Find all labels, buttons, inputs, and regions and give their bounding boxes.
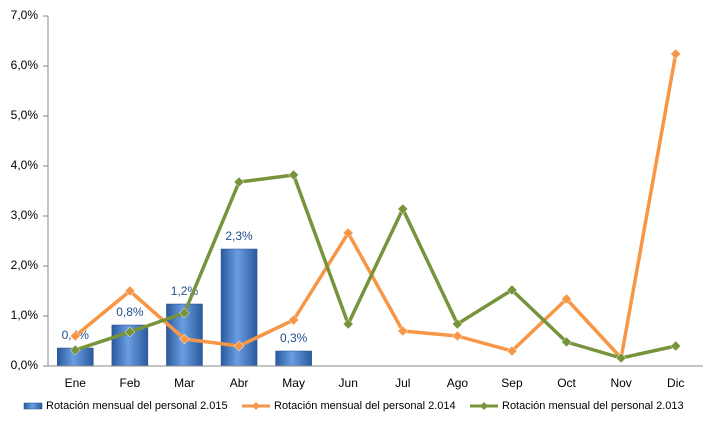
x-tick-label: Oct (557, 376, 576, 390)
marker (233, 176, 245, 188)
legend-label: Rotación mensual del personal 2.013 (502, 400, 684, 412)
legend-label: Rotación mensual del personal 2.014 (274, 400, 456, 412)
marker (670, 48, 682, 60)
marker (452, 318, 463, 330)
x-tick-label: Jul (395, 376, 410, 390)
line (74, 53, 678, 360)
marker (561, 293, 572, 305)
marker (670, 340, 682, 352)
x-tick-label: Ene (65, 376, 87, 390)
marker (69, 344, 81, 356)
marker (288, 169, 299, 181)
y-tick-label: 0,0% (11, 358, 39, 372)
x-tick-label: Mar (174, 376, 195, 390)
marker (288, 314, 299, 326)
x-tick-label: Jun (339, 376, 358, 390)
x-tick-label: Dic (667, 376, 684, 390)
x-tick-label: Abr (230, 376, 249, 390)
data-label: 2,3% (225, 229, 253, 243)
marker (452, 330, 463, 342)
data-label: 0,8% (116, 305, 144, 319)
y-tick-label: 3,0% (11, 208, 39, 222)
y-tick-label: 1,0% (11, 308, 39, 322)
marker (342, 227, 354, 239)
marker (506, 284, 518, 296)
marker (124, 326, 136, 338)
marker (69, 330, 81, 342)
marker (397, 203, 409, 215)
x-tick-label: Nov (610, 376, 631, 390)
x-tick-label: May (282, 376, 305, 390)
legend-swatch (23, 402, 43, 410)
bar (275, 350, 312, 367)
marker (561, 336, 572, 348)
marker (342, 318, 354, 330)
line (74, 173, 677, 360)
legend-label: Rotación mensual del personal 2.015 (46, 400, 228, 412)
marker (615, 352, 627, 364)
marker (124, 285, 136, 297)
y-tick-label: 2,0% (11, 258, 39, 272)
x-tick-label: Sep (501, 376, 523, 390)
x-tick-label: Ago (447, 376, 469, 390)
marker (179, 333, 190, 345)
y-tick-label: 5,0% (11, 108, 39, 122)
marker (397, 325, 409, 337)
marker (233, 340, 245, 352)
marker (506, 345, 518, 357)
y-tick-label: 7,0% (11, 8, 39, 22)
y-tick-label: 4,0% (11, 158, 39, 172)
legend-marker (480, 402, 488, 410)
x-tick-label: Feb (120, 376, 141, 390)
marker (179, 307, 190, 319)
legend-marker (252, 402, 260, 410)
data-label: 0,3% (280, 331, 308, 345)
y-tick-label: 6,0% (11, 58, 39, 72)
